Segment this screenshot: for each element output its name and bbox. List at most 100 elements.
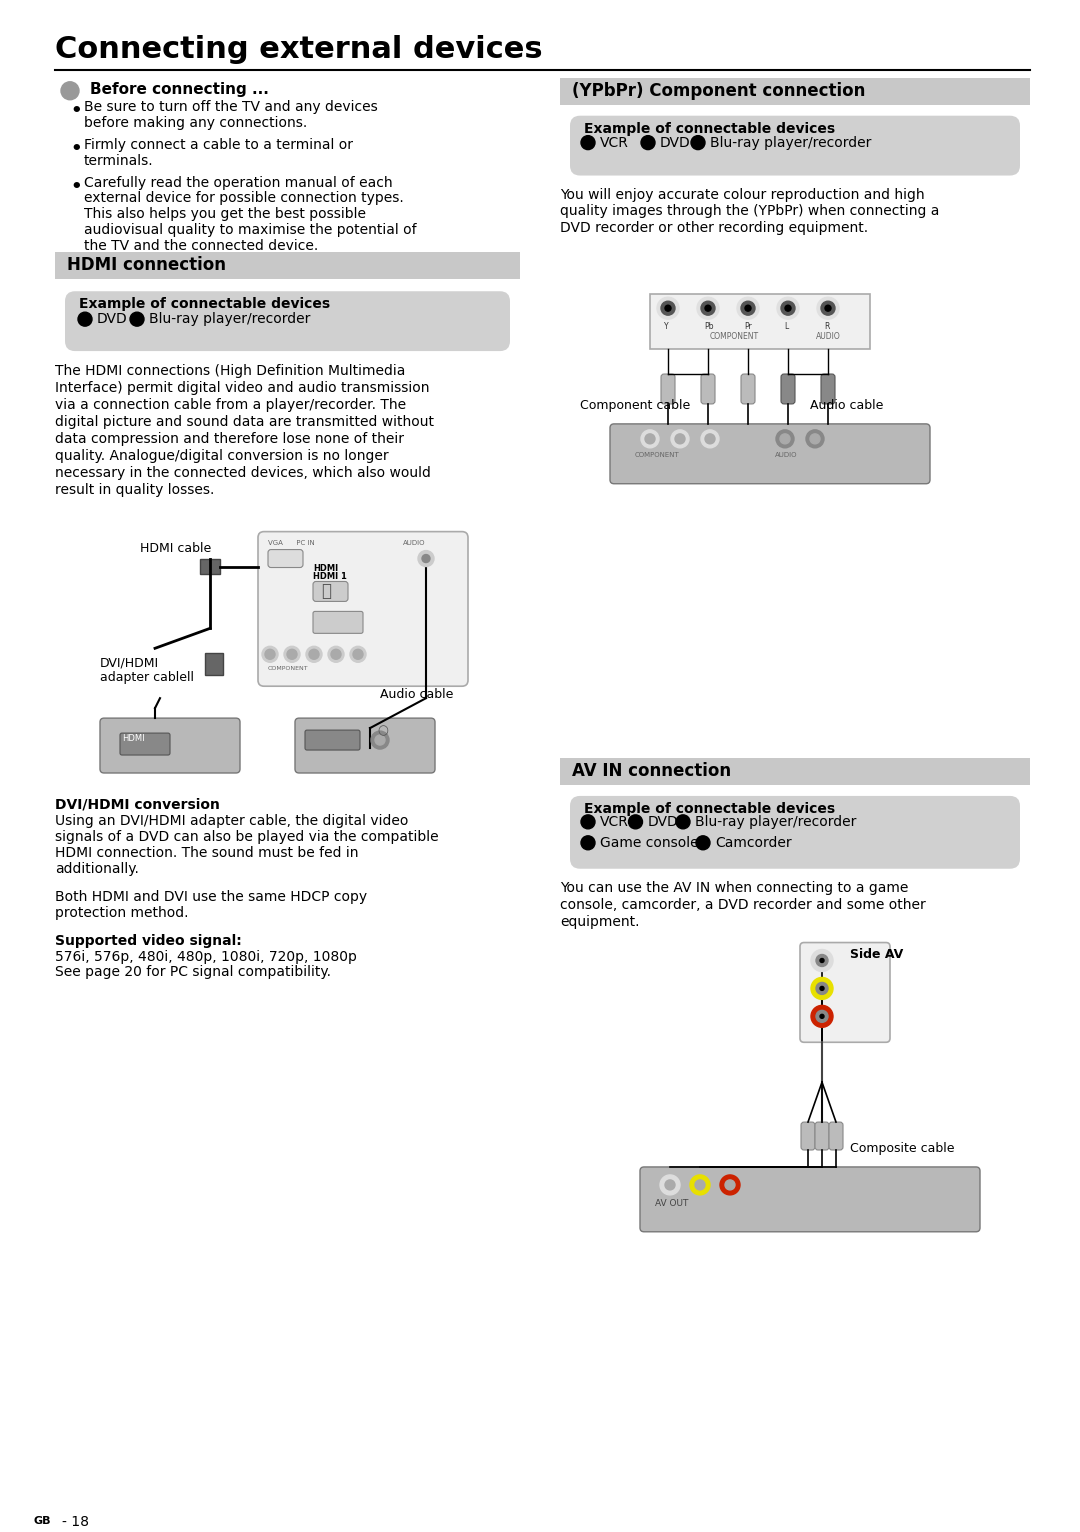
Text: Pr: Pr bbox=[744, 322, 752, 331]
FancyBboxPatch shape bbox=[610, 424, 930, 484]
Text: GB: GB bbox=[33, 1517, 51, 1526]
Circle shape bbox=[816, 1011, 828, 1022]
Text: - 18: - 18 bbox=[62, 1515, 89, 1529]
Circle shape bbox=[820, 987, 824, 990]
Circle shape bbox=[581, 836, 595, 850]
Circle shape bbox=[691, 136, 705, 150]
Text: DVI/HDMI
adapter cablell: DVI/HDMI adapter cablell bbox=[100, 656, 194, 685]
Circle shape bbox=[811, 977, 833, 999]
Text: quality. Analogue/digital conversion is no longer: quality. Analogue/digital conversion is … bbox=[55, 449, 389, 463]
Text: AUDIO: AUDIO bbox=[775, 452, 797, 458]
Circle shape bbox=[78, 313, 92, 326]
Circle shape bbox=[309, 650, 319, 659]
Circle shape bbox=[642, 136, 654, 150]
Circle shape bbox=[725, 1180, 735, 1190]
Circle shape bbox=[657, 297, 679, 319]
Text: external device for possible connection types.: external device for possible connection … bbox=[84, 192, 404, 205]
Text: You will enjoy accurate colour reproduction and high: You will enjoy accurate colour reproduct… bbox=[561, 187, 924, 202]
FancyBboxPatch shape bbox=[781, 374, 795, 404]
Circle shape bbox=[821, 302, 835, 316]
Bar bbox=[205, 653, 222, 676]
Text: via a connection cable from a player/recorder. The: via a connection cable from a player/rec… bbox=[55, 398, 406, 412]
Circle shape bbox=[720, 1175, 740, 1195]
Text: Blu-ray player/recorder: Blu-ray player/recorder bbox=[696, 815, 856, 829]
Circle shape bbox=[777, 430, 794, 447]
FancyBboxPatch shape bbox=[268, 550, 303, 567]
Text: This also helps you get the best possible: This also helps you get the best possibl… bbox=[84, 207, 366, 222]
Circle shape bbox=[418, 550, 434, 567]
Text: ⎕: ⎕ bbox=[321, 582, 330, 601]
Circle shape bbox=[701, 430, 719, 447]
Text: Audio cable: Audio cable bbox=[810, 398, 883, 412]
Circle shape bbox=[284, 647, 300, 662]
Text: AV OUT: AV OUT bbox=[654, 1200, 688, 1207]
Circle shape bbox=[581, 815, 595, 829]
Circle shape bbox=[645, 434, 654, 444]
FancyBboxPatch shape bbox=[100, 719, 240, 774]
Text: DVD: DVD bbox=[660, 136, 691, 150]
Circle shape bbox=[781, 302, 795, 316]
Circle shape bbox=[350, 647, 366, 662]
Text: R: R bbox=[824, 322, 829, 331]
Text: VCR: VCR bbox=[600, 136, 629, 150]
Text: VCR: VCR bbox=[600, 815, 629, 829]
Text: Carefully read the operation manual of each: Carefully read the operation manual of e… bbox=[84, 176, 393, 190]
Text: the TV and the connected device.: the TV and the connected device. bbox=[84, 239, 319, 253]
Text: protection method.: protection method. bbox=[55, 905, 189, 919]
Circle shape bbox=[660, 1175, 680, 1195]
Circle shape bbox=[811, 1005, 833, 1028]
Circle shape bbox=[330, 650, 341, 659]
Text: data compression and therefore lose none of their: data compression and therefore lose none… bbox=[55, 432, 404, 446]
Circle shape bbox=[816, 982, 828, 994]
Text: DVD recorder or other recording equipment.: DVD recorder or other recording equipmen… bbox=[561, 222, 868, 236]
FancyBboxPatch shape bbox=[570, 116, 1020, 176]
Text: Example of connectable devices: Example of connectable devices bbox=[584, 801, 835, 817]
Text: HDMI connection. The sound must be fed in: HDMI connection. The sound must be fed i… bbox=[55, 846, 359, 859]
Circle shape bbox=[697, 297, 719, 319]
Circle shape bbox=[306, 647, 322, 662]
Circle shape bbox=[785, 305, 791, 311]
FancyBboxPatch shape bbox=[815, 1121, 829, 1151]
FancyBboxPatch shape bbox=[661, 374, 675, 404]
Text: Be sure to turn off the TV and any devices: Be sure to turn off the TV and any devic… bbox=[84, 100, 378, 113]
Text: HDMI cable: HDMI cable bbox=[140, 542, 212, 555]
Text: COMPONENT: COMPONENT bbox=[268, 666, 309, 671]
Text: DVI/HDMI conversion: DVI/HDMI conversion bbox=[55, 798, 220, 812]
FancyBboxPatch shape bbox=[305, 731, 360, 751]
Circle shape bbox=[265, 650, 275, 659]
Text: Before connecting ...: Before connecting ... bbox=[90, 81, 269, 97]
Circle shape bbox=[816, 297, 839, 319]
FancyBboxPatch shape bbox=[800, 942, 890, 1042]
FancyBboxPatch shape bbox=[640, 1167, 980, 1232]
Text: Firmly connect a cable to a terminal or: Firmly connect a cable to a terminal or bbox=[84, 138, 353, 152]
Text: Game console: Game console bbox=[600, 836, 699, 850]
FancyBboxPatch shape bbox=[801, 1121, 815, 1151]
Text: Connecting external devices: Connecting external devices bbox=[55, 35, 542, 64]
Text: •: • bbox=[70, 101, 82, 119]
Circle shape bbox=[675, 434, 685, 444]
Circle shape bbox=[825, 305, 831, 311]
Text: signals of a DVD can also be played via the compatible: signals of a DVD can also be played via … bbox=[55, 830, 438, 844]
Text: Supported video signal:: Supported video signal: bbox=[55, 933, 242, 948]
Text: HDMI: HDMI bbox=[122, 734, 145, 743]
Text: Both HDMI and DVI use the same HDCP copy: Both HDMI and DVI use the same HDCP copy bbox=[55, 890, 367, 904]
Text: result in quality losses.: result in quality losses. bbox=[55, 483, 214, 496]
Circle shape bbox=[811, 950, 833, 971]
FancyBboxPatch shape bbox=[821, 374, 835, 404]
FancyBboxPatch shape bbox=[701, 374, 715, 404]
Circle shape bbox=[696, 836, 710, 850]
Text: AUDIO: AUDIO bbox=[816, 332, 840, 342]
Text: •: • bbox=[70, 139, 82, 158]
Text: console, camcorder, a DVD recorder and some other: console, camcorder, a DVD recorder and s… bbox=[561, 898, 926, 912]
Text: The HDMI connections (High Definition Multimedia: The HDMI connections (High Definition Mu… bbox=[55, 365, 405, 378]
FancyBboxPatch shape bbox=[829, 1121, 843, 1151]
Circle shape bbox=[372, 731, 389, 749]
Circle shape bbox=[737, 297, 759, 319]
Circle shape bbox=[777, 297, 799, 319]
Text: COMPONENT: COMPONENT bbox=[635, 452, 679, 458]
Text: Side AV: Side AV bbox=[850, 947, 903, 961]
Text: HDMI 1: HDMI 1 bbox=[313, 571, 347, 581]
Text: audiovisual quality to maximise the potential of: audiovisual quality to maximise the pote… bbox=[84, 224, 417, 237]
Text: Example of connectable devices: Example of connectable devices bbox=[584, 121, 835, 136]
Text: COMPONENT: COMPONENT bbox=[710, 332, 759, 342]
